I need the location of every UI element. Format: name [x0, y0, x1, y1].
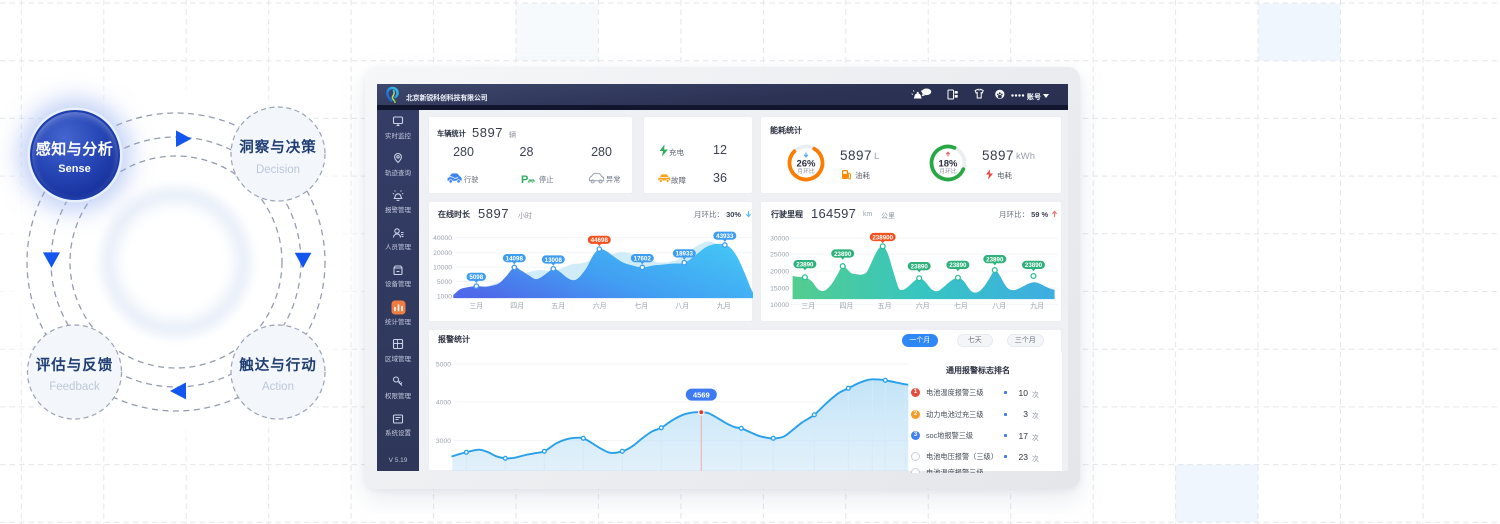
svg-text:四月: 四月 — [840, 302, 854, 310]
svg-text:行驶: 行驶 — [464, 175, 478, 184]
svg-text:23890: 23890 — [834, 251, 852, 258]
svg-text:八月: 八月 — [675, 302, 689, 310]
svg-text:停止: 停止 — [539, 175, 553, 184]
svg-text:月环比: 月环比 — [797, 167, 815, 175]
svg-text:4569: 4569 — [693, 390, 710, 399]
svg-text:13008: 13008 — [544, 257, 562, 264]
svg-text:3000: 3000 — [436, 438, 451, 445]
svg-text:三月: 三月 — [469, 302, 483, 310]
svg-text:四月: 四月 — [510, 302, 524, 310]
svg-text:P: P — [521, 174, 528, 185]
svg-text:30000: 30000 — [771, 235, 790, 242]
svg-text:4000: 4000 — [436, 399, 451, 406]
svg-text:月环比: 月环比 — [939, 167, 957, 175]
svg-text:14098: 14098 — [505, 255, 523, 262]
svg-text:三月: 三月 — [802, 302, 816, 310]
svg-text:六月: 六月 — [592, 301, 606, 310]
svg-text:1000: 1000 — [437, 293, 452, 300]
svg-text:5098: 5098 — [469, 274, 483, 281]
svg-text:10000: 10000 — [771, 302, 790, 309]
svg-text:五月: 五月 — [878, 302, 892, 310]
svg-text:23890: 23890 — [950, 262, 968, 269]
svg-text:5000: 5000 — [436, 361, 451, 368]
svg-text:40000: 40000 — [433, 235, 452, 242]
svg-text:七月: 七月 — [954, 301, 968, 310]
svg-text:44698: 44698 — [590, 237, 608, 244]
svg-text:九月: 九月 — [1031, 301, 1045, 310]
svg-text:26%: 26% — [796, 158, 816, 169]
svg-text:18933: 18933 — [675, 251, 693, 258]
svg-text:八月: 八月 — [992, 302, 1006, 310]
svg-text:23890: 23890 — [987, 256, 1005, 263]
svg-text:异常: 异常 — [606, 175, 620, 184]
svg-text:238900: 238900 — [873, 234, 894, 241]
svg-text:10000: 10000 — [433, 264, 452, 271]
svg-text:六月: 六月 — [916, 301, 930, 310]
svg-text:43933: 43933 — [716, 233, 734, 240]
svg-text:九月: 九月 — [716, 301, 730, 310]
svg-text:15000: 15000 — [771, 285, 790, 292]
svg-text:七月: 七月 — [634, 301, 648, 310]
svg-text:23890: 23890 — [1025, 262, 1043, 269]
svg-text:18%: 18% — [938, 158, 958, 169]
svg-text:五月: 五月 — [551, 302, 565, 310]
svg-text:25000: 25000 — [771, 251, 790, 258]
svg-text:20000: 20000 — [433, 250, 452, 257]
svg-text:5000: 5000 — [437, 279, 452, 286]
svg-text:23890: 23890 — [911, 263, 929, 270]
svg-text:17602: 17602 — [633, 255, 651, 262]
svg-text:23890: 23890 — [797, 261, 815, 268]
svg-text:20000: 20000 — [771, 268, 790, 275]
